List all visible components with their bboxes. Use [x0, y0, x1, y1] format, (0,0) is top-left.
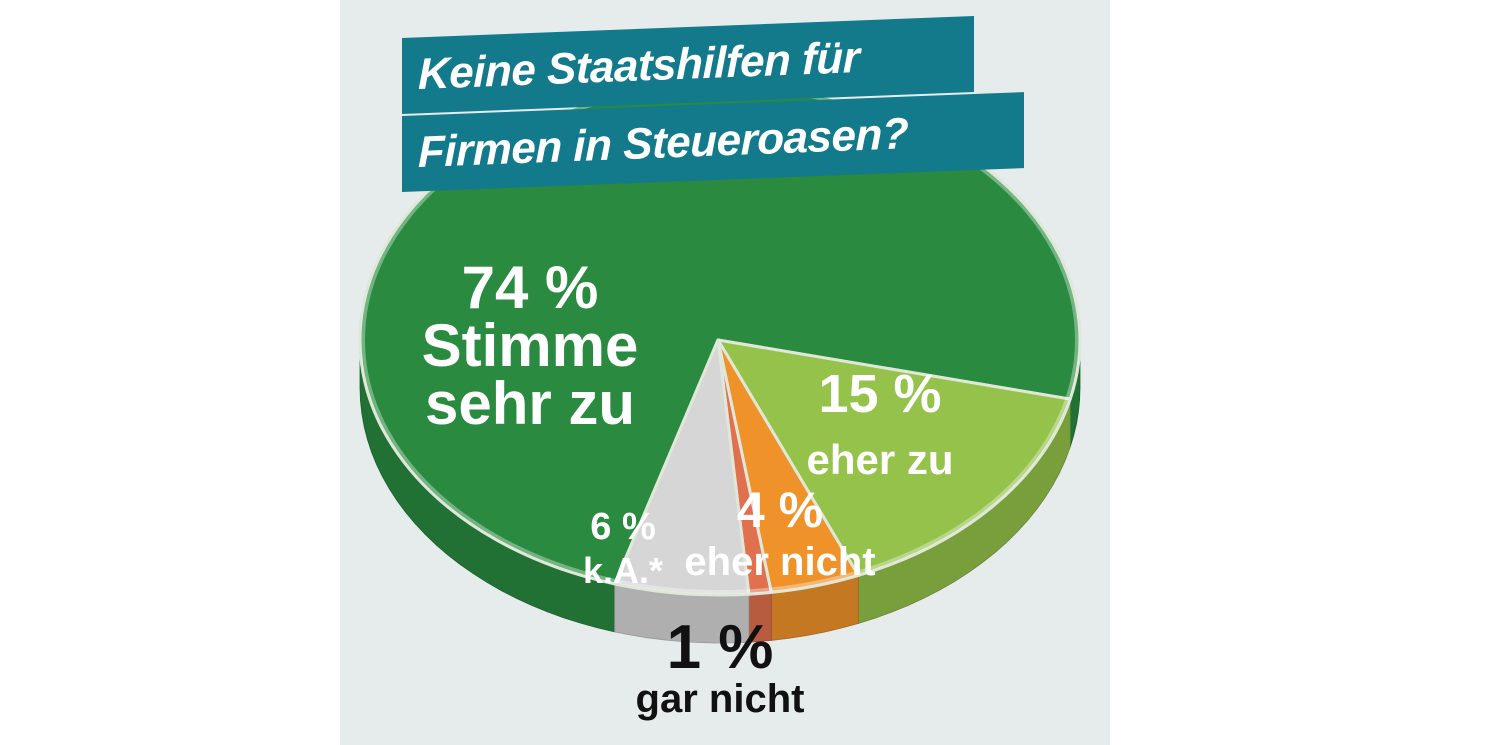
category-label-sehr_zu-2: sehr zu [425, 370, 635, 437]
value-label-sehr_zu: 74 % [462, 254, 599, 321]
category-label-ka: k.A.* [583, 550, 663, 591]
category-label-eher_zu: eher zu [806, 436, 953, 483]
category-label-sehr_zu-1: Stimme [422, 312, 639, 379]
pie-slice-ka [613, 338, 751, 597]
category-label-gar_nicht: gar nicht [636, 677, 805, 721]
value-label-eher_nicht: 4 % [737, 482, 823, 538]
value-label-gar_nicht: 1 % [667, 613, 774, 682]
pie-side-walls [359, 339, 1081, 644]
value-label-eher_zu: 15 % [818, 364, 941, 424]
pie-slice-eher_zu [716, 338, 1072, 577]
category-label-eher_nicht: eher nicht [684, 540, 875, 584]
chart-panel: 74 % Stimme sehr zu 15 % eher zu 4 % eher nich… [340, 0, 1110, 745]
value-label-ka: 6 % [590, 506, 655, 548]
